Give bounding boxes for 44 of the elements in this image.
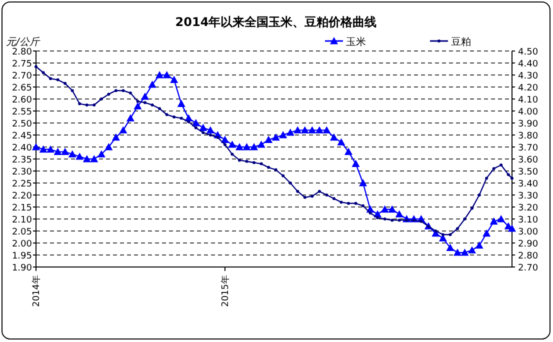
- chart-title: 2014年以来全国玉米、豆粕价格曲线: [175, 15, 377, 29]
- y-tick-label: 2.50: [12, 120, 32, 130]
- legend-label: 豆粕: [451, 37, 471, 48]
- y2-tick-label: 2.80: [518, 252, 538, 262]
- y-tick-label: 2.70: [12, 72, 32, 82]
- y2-tick-label: 3.50: [518, 168, 538, 178]
- y-tick-label: 2.25: [12, 180, 32, 190]
- y-tick-label: 2.10: [12, 216, 32, 226]
- y-tick-label: 2.65: [12, 84, 32, 94]
- y-tick-label: 1.95: [12, 252, 32, 262]
- y2-tick-label: 2.70: [518, 264, 538, 274]
- x-tick-label: 2014年: [31, 275, 42, 307]
- y-tick-label: 2.40: [12, 144, 32, 154]
- y2-tick-label: 3.80: [518, 132, 538, 142]
- y2-tick-label: 4.00: [518, 108, 538, 118]
- y2-tick-label: 3.10: [518, 216, 538, 226]
- y-tick-label: 2.60: [12, 96, 32, 106]
- y-tick-label: 2.75: [12, 60, 32, 70]
- y2-tick-label: 2.90: [518, 240, 538, 250]
- y2-tick-label: 3.40: [518, 180, 538, 190]
- y2-tick-label: 4.50: [518, 48, 538, 58]
- y2-tick-label: 3.70: [518, 144, 538, 154]
- y2-tick-label: 3.00: [518, 228, 538, 238]
- y2-tick-label: 3.30: [518, 192, 538, 202]
- y2-tick-label: 3.60: [518, 156, 538, 166]
- y-tick-label: 2.20: [12, 192, 32, 202]
- y-tick-label: 2.30: [12, 168, 32, 178]
- y-tick-label: 2.80: [12, 48, 32, 58]
- x-tick-label: 2015年: [220, 275, 231, 307]
- y-tick-label: 2.55: [12, 108, 32, 118]
- y-tick-label: 2.00: [12, 240, 32, 250]
- y-tick-label: 2.05: [12, 228, 32, 238]
- y-tick-label: 2.45: [12, 132, 32, 142]
- y2-tick-label: 4.40: [518, 60, 538, 70]
- y-tick-label: 1.90: [12, 264, 32, 274]
- y-axis-title: 元/公斤: [6, 36, 40, 48]
- y2-tick-label: 4.30: [518, 72, 538, 82]
- y2-tick-label: 4.20: [518, 84, 538, 94]
- y2-tick-label: 4.10: [518, 96, 538, 106]
- y-tick-label: 2.35: [12, 156, 32, 166]
- legend-label: 玉米: [346, 36, 366, 48]
- y2-tick-label: 3.20: [518, 204, 538, 214]
- y2-tick-label: 3.90: [518, 120, 538, 130]
- y-tick-label: 2.15: [12, 204, 32, 214]
